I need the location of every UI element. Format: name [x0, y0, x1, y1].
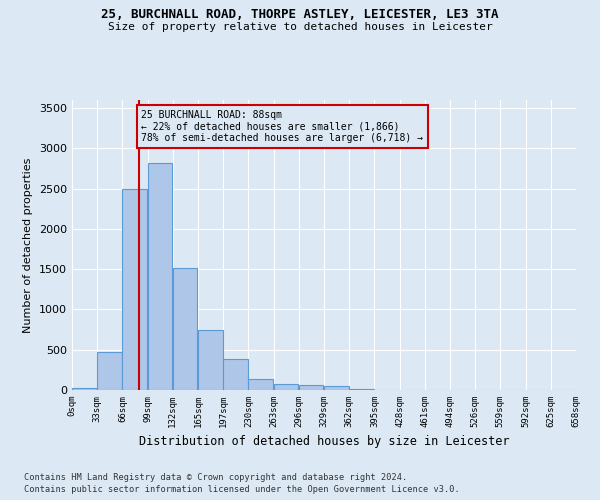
Bar [148, 163, 172, 390]
Bar [223, 358, 248, 390]
Bar [72, 388, 97, 390]
Text: 25, BURCHNALL ROAD, THORPE ASTLEY, LEICESTER, LE3 3TA: 25, BURCHNALL ROAD, THORPE ASTLEY, LEICE… [101, 8, 499, 20]
Bar [299, 385, 323, 390]
Bar [248, 378, 273, 390]
Text: Distribution of detached houses by size in Leicester: Distribution of detached houses by size … [139, 435, 509, 448]
Y-axis label: Number of detached properties: Number of detached properties [23, 158, 34, 332]
Bar [198, 330, 223, 390]
Bar [173, 268, 197, 390]
Bar [349, 389, 374, 390]
Bar [274, 384, 298, 390]
Bar [97, 352, 122, 390]
Text: Contains HM Land Registry data © Crown copyright and database right 2024.: Contains HM Land Registry data © Crown c… [24, 472, 407, 482]
Text: Contains public sector information licensed under the Open Government Licence v3: Contains public sector information licen… [24, 485, 460, 494]
Bar [324, 386, 349, 390]
Text: Size of property relative to detached houses in Leicester: Size of property relative to detached ho… [107, 22, 493, 32]
Text: 25 BURCHNALL ROAD: 88sqm
← 22% of detached houses are smaller (1,866)
78% of sem: 25 BURCHNALL ROAD: 88sqm ← 22% of detach… [142, 110, 424, 143]
Bar [122, 188, 147, 390]
